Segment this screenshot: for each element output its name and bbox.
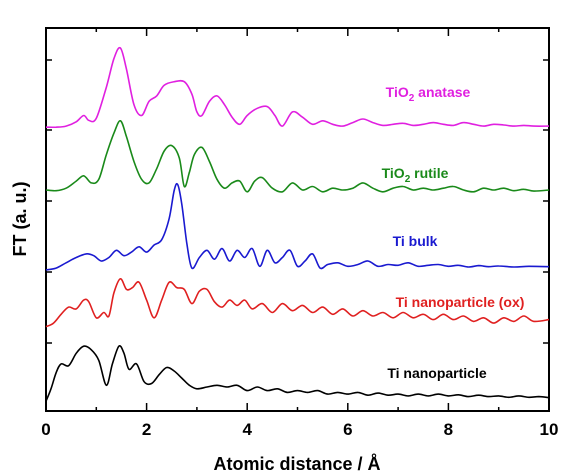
x-tick-label: 10: [540, 420, 559, 439]
plot-frame: [45, 27, 550, 412]
series-line: [45, 345, 550, 402]
x-tick-label: 6: [343, 420, 352, 439]
y-axis-title: FT (a. u.): [10, 182, 30, 257]
series-label: Ti nanoparticle (ox): [396, 294, 525, 310]
x-axis-ticks: 0 2 4 6 8 10: [41, 28, 558, 439]
series-label: TiO2 anatase: [386, 84, 471, 104]
series-line: [45, 278, 550, 328]
series-group: TiO2 anatase TiO2 rutile Ti bulk Ti nanopar…: [45, 46, 550, 402]
series-line: [45, 120, 550, 193]
series-line: [45, 46, 550, 129]
x-tick-label: 0: [41, 420, 50, 439]
x-tick-label: 4: [242, 420, 252, 439]
series-label: Ti nanoparticle: [387, 365, 487, 381]
series-label: TiO2 rutile: [382, 165, 449, 185]
x-tick-label: 8: [444, 420, 453, 439]
x-axis-title: Atomic distance / Å: [213, 454, 380, 474]
y-axis-ticks: [46, 59, 549, 344]
x-tick-label: 2: [142, 420, 151, 439]
series-label: Ti bulk: [393, 233, 438, 249]
series-line: [45, 182, 550, 271]
